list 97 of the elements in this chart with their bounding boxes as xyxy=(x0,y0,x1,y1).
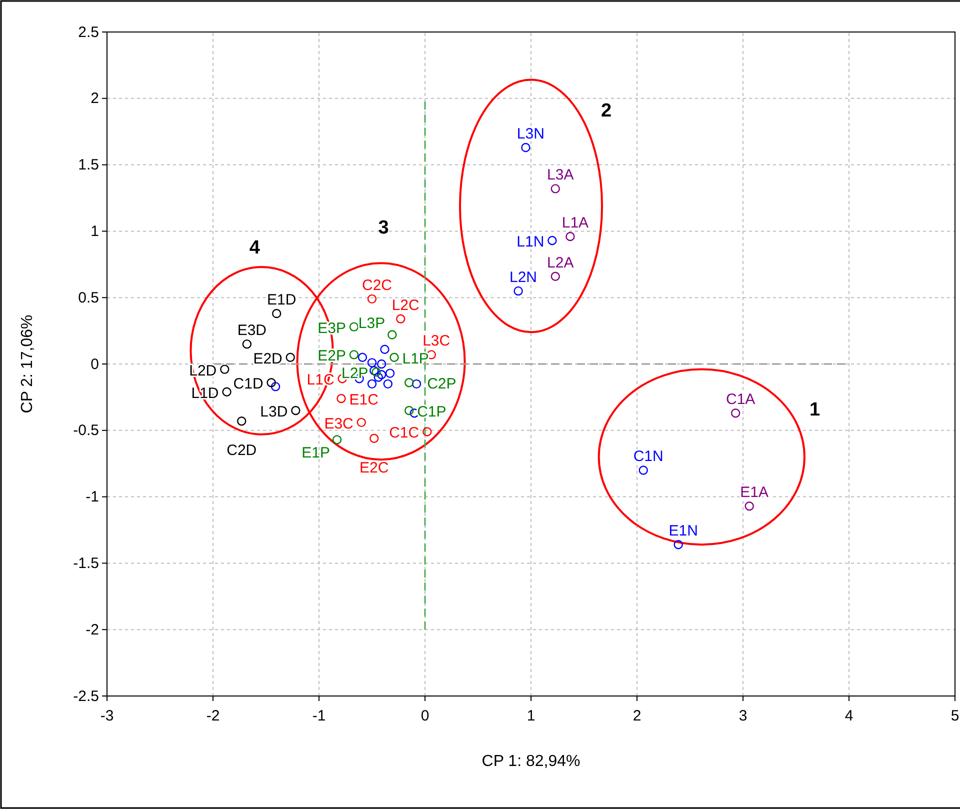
point xyxy=(367,294,377,304)
point xyxy=(272,308,282,318)
series-label: L2C xyxy=(392,296,420,314)
y-tick-label: -2.5 xyxy=(73,688,99,705)
y-tick-label: -1 xyxy=(86,488,99,506)
x-tick-label: 4 xyxy=(844,708,854,724)
point xyxy=(270,382,280,392)
x-tick-label: 2 xyxy=(632,708,642,724)
point xyxy=(237,416,246,426)
point xyxy=(358,352,368,362)
series-label: L3P xyxy=(358,314,386,332)
annotation: 3 xyxy=(378,218,389,239)
point xyxy=(332,435,342,444)
point xyxy=(383,379,392,389)
x-tick-label: -2 xyxy=(206,708,220,724)
y-tick-label: 2 xyxy=(90,90,99,108)
point xyxy=(730,408,740,418)
point xyxy=(550,184,560,194)
series-label: C1C xyxy=(389,424,420,442)
point xyxy=(514,286,523,296)
x-tick-label: 3 xyxy=(738,708,748,724)
point xyxy=(396,314,406,324)
annotation: 2 xyxy=(600,100,612,122)
point xyxy=(291,406,300,416)
y-axis-title: CP 2: 17,06% xyxy=(19,314,36,414)
point xyxy=(336,394,346,404)
point xyxy=(744,501,754,511)
point xyxy=(376,359,386,369)
point xyxy=(367,358,377,368)
series-label: C1N xyxy=(633,448,664,466)
series-label: E1C xyxy=(349,392,379,409)
series-label: E2C xyxy=(360,459,389,476)
point xyxy=(222,387,232,396)
x-tick-label: 5 xyxy=(950,708,960,724)
point xyxy=(286,352,295,362)
series-label: E1A xyxy=(740,484,769,502)
annotation: 1 xyxy=(809,400,820,421)
series-label: E3D xyxy=(237,322,267,340)
series-label: E1D xyxy=(267,292,296,309)
point xyxy=(385,368,395,378)
series-label: L3A xyxy=(547,166,574,184)
x-tick-label: -3 xyxy=(100,708,114,724)
x-axis-title: CP 1: 82,94% xyxy=(482,753,580,770)
y-tick-label: 2.5 xyxy=(78,24,99,41)
y-tick-label: -0.5 xyxy=(73,422,99,440)
series-label: L1N xyxy=(516,233,544,250)
point xyxy=(566,232,575,242)
point xyxy=(349,322,359,332)
point xyxy=(376,370,386,380)
point xyxy=(266,378,276,388)
point xyxy=(220,364,230,374)
y-tick-label: 1 xyxy=(90,223,99,240)
series-label: C1D xyxy=(233,376,264,393)
series-label: C1A xyxy=(726,391,756,408)
point xyxy=(349,350,359,360)
series-label: C2P xyxy=(427,376,456,393)
point xyxy=(388,330,397,340)
point xyxy=(390,352,399,362)
series-label: L1P xyxy=(402,350,429,368)
x-tick-label: 0 xyxy=(420,708,430,724)
series-label: L2N xyxy=(510,268,538,286)
point xyxy=(380,344,390,354)
y-tick-label: 0.5 xyxy=(78,289,99,306)
series-label: C1P xyxy=(417,403,446,420)
point xyxy=(370,434,379,443)
series-label: E1P xyxy=(302,444,330,462)
point xyxy=(422,427,432,436)
series-label: L2A xyxy=(547,254,574,272)
point xyxy=(374,372,383,382)
point xyxy=(674,540,683,550)
point xyxy=(367,379,377,389)
point xyxy=(550,272,560,281)
series-label: C2D xyxy=(226,442,257,460)
point xyxy=(638,466,648,475)
point xyxy=(521,142,530,152)
point xyxy=(242,339,252,349)
point xyxy=(356,418,366,428)
x-tick-label: -1 xyxy=(312,708,326,724)
series-label: L3N xyxy=(516,126,544,143)
series-label: L1A xyxy=(562,214,589,232)
series-label: L3C xyxy=(422,332,450,350)
y-tick-label: -2 xyxy=(86,621,99,638)
annotation: 4 xyxy=(249,238,260,259)
point xyxy=(404,406,414,416)
series-label: C2C xyxy=(362,276,392,294)
x-tick-label: 1 xyxy=(526,708,536,724)
series-label: L2P xyxy=(342,364,368,382)
series-label: E2D xyxy=(253,350,283,368)
y-tick-label: 0 xyxy=(90,356,99,373)
series-label: E3C xyxy=(324,415,354,432)
y-tick-label: 1.5 xyxy=(78,156,99,174)
y-tick-label: -1.5 xyxy=(73,555,99,572)
series-label: L3D xyxy=(260,403,288,420)
series-label: E1N xyxy=(668,522,698,540)
point xyxy=(412,379,422,389)
point xyxy=(548,236,557,246)
point xyxy=(404,378,414,388)
